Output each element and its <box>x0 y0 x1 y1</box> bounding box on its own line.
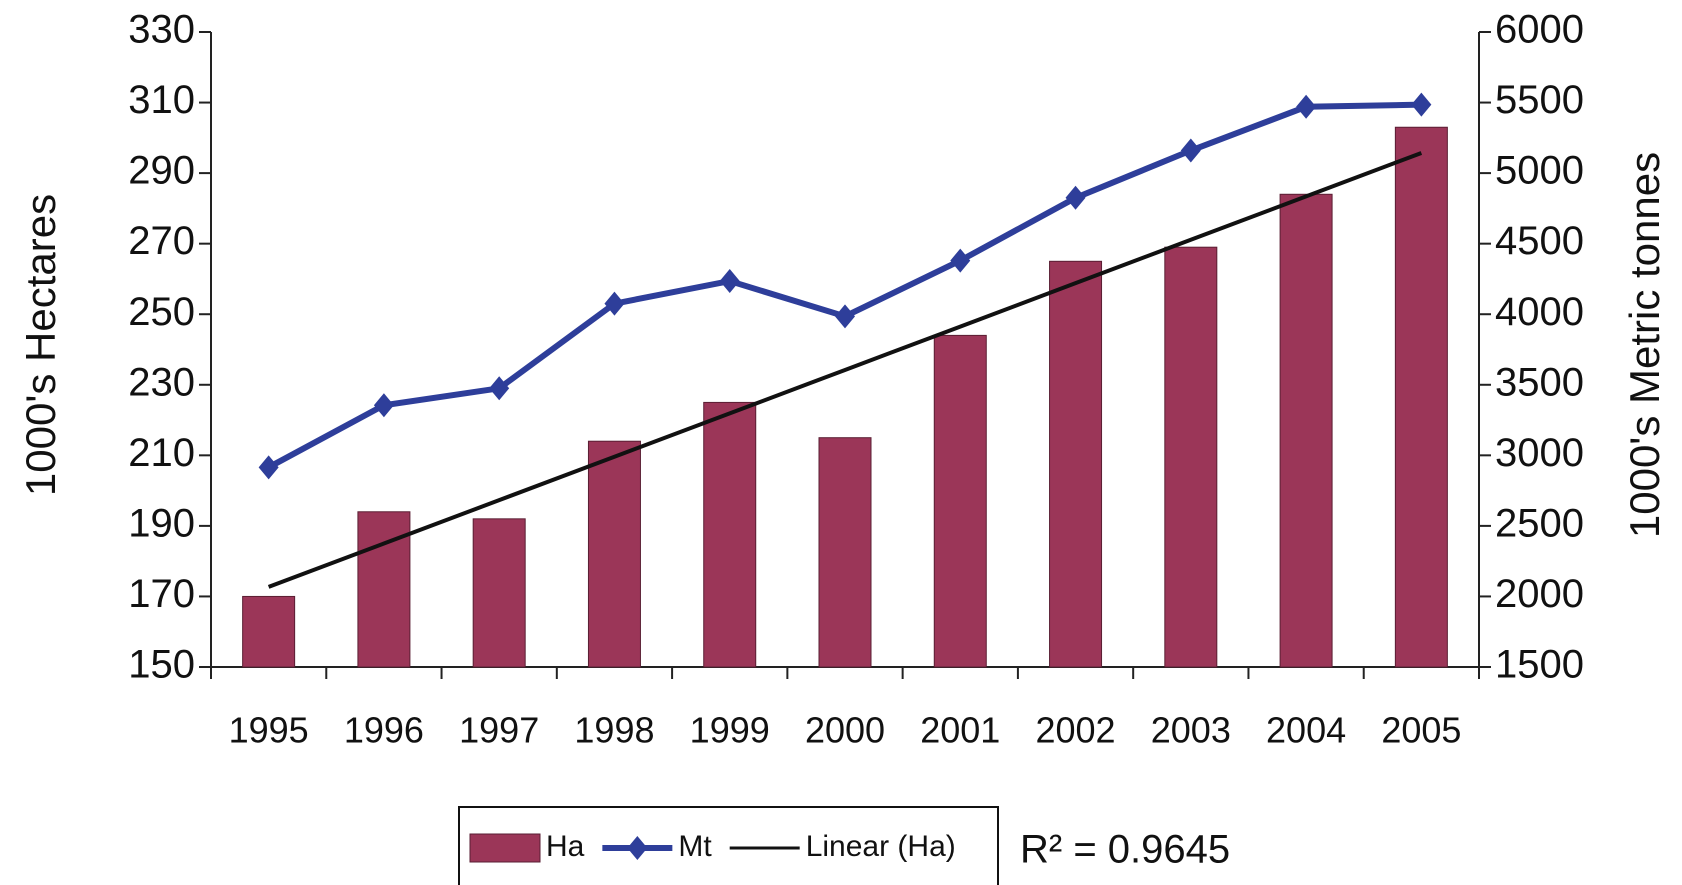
x-tick-label: 2004 <box>1266 710 1346 751</box>
y2-tick-label: 6000 <box>1495 8 1584 52</box>
marker <box>1411 92 1432 117</box>
y2-tick-label: 5500 <box>1495 78 1584 122</box>
y2-tick-label: 3000 <box>1495 431 1584 475</box>
y-axis-label: 1000's Hectares <box>17 194 64 496</box>
y-tick-label: 270 <box>128 219 195 263</box>
x-tick-label: 2003 <box>1151 710 1231 751</box>
y-tick-label: 170 <box>128 572 195 616</box>
legend-marker <box>627 836 648 860</box>
y2-tick-label: 2000 <box>1495 572 1584 616</box>
y2-tick-label: 4000 <box>1495 290 1584 334</box>
y2-tick-label: 2500 <box>1495 501 1584 545</box>
legend-box <box>458 806 999 885</box>
bar <box>818 437 872 668</box>
x-tick-label: 1996 <box>344 710 424 751</box>
y-tick-label: 150 <box>128 643 195 687</box>
legend-label: Ha <box>546 830 585 863</box>
x-tick-label: 1998 <box>574 710 654 751</box>
y2-axis-label: 1000's Metric tonnes <box>1621 152 1668 538</box>
y-tick-label: 190 <box>128 501 195 545</box>
y-tick-label: 290 <box>128 149 195 193</box>
bar <box>1164 246 1218 668</box>
y-tick-label: 310 <box>128 78 195 122</box>
x-tick-label: 2000 <box>805 710 885 751</box>
x-tick-label: 1995 <box>229 710 309 751</box>
bar <box>587 440 641 668</box>
y2-tick-label: 5000 <box>1495 149 1584 193</box>
marker <box>489 376 510 401</box>
marker <box>1296 94 1317 119</box>
bar <box>472 518 526 668</box>
series-line <box>267 101 1422 470</box>
x-tick-label: 2002 <box>1035 710 1115 751</box>
y-tick-label: 330 <box>128 8 195 52</box>
legend-label: Mt <box>678 830 712 863</box>
series-line <box>267 151 1423 589</box>
legend-label: Linear (Ha) <box>806 830 956 863</box>
y2-tick-label: 1500 <box>1495 643 1584 687</box>
marker <box>835 304 855 329</box>
y2-tick-label: 4500 <box>1495 219 1584 263</box>
annotation: R² = 0.9645 <box>1020 828 1230 872</box>
bar <box>1049 260 1103 668</box>
marker <box>373 393 394 418</box>
marker <box>1180 138 1201 163</box>
y2-tick-label: 3500 <box>1495 360 1584 404</box>
bar <box>703 401 757 668</box>
bar <box>1394 126 1448 668</box>
bar <box>933 334 987 668</box>
y-tick-label: 230 <box>128 360 195 404</box>
x-tick-label: 1999 <box>690 710 770 751</box>
marker <box>719 269 740 294</box>
marker <box>1065 185 1086 210</box>
y-tick-label: 210 <box>128 431 195 475</box>
bar <box>1279 193 1333 668</box>
x-tick-label: 1997 <box>459 710 539 751</box>
marker <box>604 291 625 316</box>
marker <box>258 455 279 480</box>
x-tick-label: 2001 <box>920 710 1000 751</box>
bar <box>242 595 296 668</box>
marker <box>950 248 971 273</box>
y-tick-label: 250 <box>128 290 195 334</box>
legend-swatch <box>469 833 541 863</box>
x-tick-label: 2005 <box>1381 710 1461 751</box>
